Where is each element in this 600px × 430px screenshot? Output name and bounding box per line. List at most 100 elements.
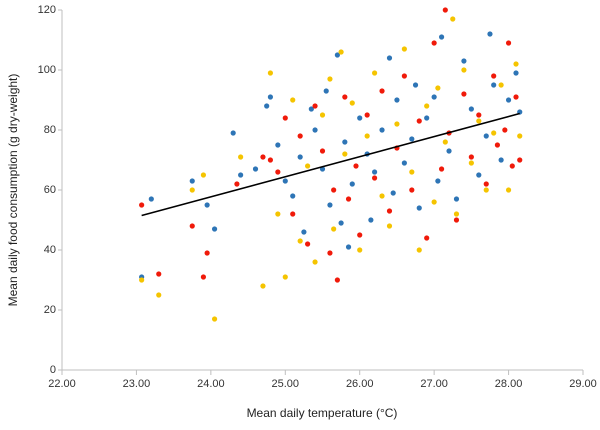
point: [319, 112, 326, 118]
x-tick-label: 24.00: [197, 378, 225, 390]
point: [267, 70, 273, 76]
point: [517, 157, 523, 163]
point: [379, 88, 385, 94]
point: [342, 94, 348, 100]
x-tick-label: 29.00: [569, 378, 597, 390]
point: [435, 85, 441, 91]
point: [476, 172, 482, 178]
point: [238, 172, 244, 178]
point: [394, 97, 400, 103]
point: [148, 196, 154, 202]
y-tick-label: 60: [44, 184, 56, 196]
point: [260, 154, 266, 160]
point: [297, 133, 303, 139]
point: [491, 82, 497, 88]
point: [275, 142, 281, 148]
point: [386, 55, 393, 61]
point: [435, 178, 441, 184]
point: [282, 115, 288, 121]
point: [498, 82, 504, 88]
point: [353, 163, 359, 169]
y-axis-title: Mean daily food consumption (g dry-weigh…: [6, 74, 20, 307]
point: [483, 187, 489, 193]
x-tick-label: 27.00: [420, 378, 448, 390]
point: [230, 130, 236, 136]
point: [290, 97, 296, 103]
point: [431, 94, 437, 100]
point: [260, 283, 266, 289]
point: [431, 40, 437, 46]
point: [342, 151, 348, 157]
x-tick-label: 25.00: [272, 378, 300, 390]
point: [468, 106, 474, 112]
point: [323, 88, 329, 94]
point: [453, 211, 460, 217]
point: [264, 103, 270, 109]
point: [494, 142, 501, 148]
point: [502, 127, 508, 133]
point: [394, 121, 400, 127]
point: [461, 58, 467, 64]
point: [386, 223, 393, 229]
point: [349, 100, 355, 106]
point: [438, 166, 445, 172]
point: [312, 103, 318, 109]
y-tick-label: 40: [44, 244, 56, 256]
point: [517, 133, 523, 139]
point: [327, 250, 333, 256]
point: [282, 178, 288, 184]
point: [334, 52, 340, 58]
point: [200, 172, 207, 178]
point: [491, 73, 497, 79]
point: [327, 76, 333, 82]
point: [513, 61, 519, 67]
point: [305, 241, 311, 247]
point: [416, 247, 422, 253]
point: [505, 187, 512, 193]
point: [468, 154, 474, 160]
point: [509, 163, 515, 169]
point: [290, 193, 296, 199]
point: [234, 181, 240, 187]
point: [476, 112, 482, 118]
point: [282, 274, 288, 280]
point: [368, 217, 374, 223]
point: [267, 157, 273, 163]
point: [513, 70, 519, 76]
point: [446, 148, 452, 154]
point: [461, 91, 467, 97]
point: [139, 277, 145, 283]
point: [424, 115, 430, 121]
point: [390, 190, 396, 196]
point: [364, 112, 370, 118]
point: [345, 196, 352, 202]
point: [483, 181, 489, 187]
point: [476, 118, 482, 124]
point: [156, 271, 162, 277]
trend-line: [141, 112, 520, 217]
point: [498, 157, 504, 163]
point: [204, 250, 210, 256]
point: [505, 97, 512, 103]
point: [487, 31, 493, 37]
point: [275, 211, 281, 217]
point: [331, 187, 337, 193]
point: [442, 139, 448, 145]
point: [189, 178, 195, 184]
point: [412, 82, 419, 88]
point: [416, 205, 422, 211]
point: [513, 94, 519, 100]
point: [327, 202, 333, 208]
y-tick-label: 20: [44, 304, 56, 316]
point: [275, 169, 281, 175]
point: [468, 160, 474, 166]
x-tick-label: 23.00: [123, 378, 151, 390]
point: [357, 115, 363, 121]
point: [461, 67, 467, 73]
point: [331, 226, 337, 232]
point: [204, 202, 210, 208]
point: [409, 187, 415, 193]
point: [409, 136, 415, 142]
point: [357, 232, 363, 238]
point: [139, 202, 145, 208]
